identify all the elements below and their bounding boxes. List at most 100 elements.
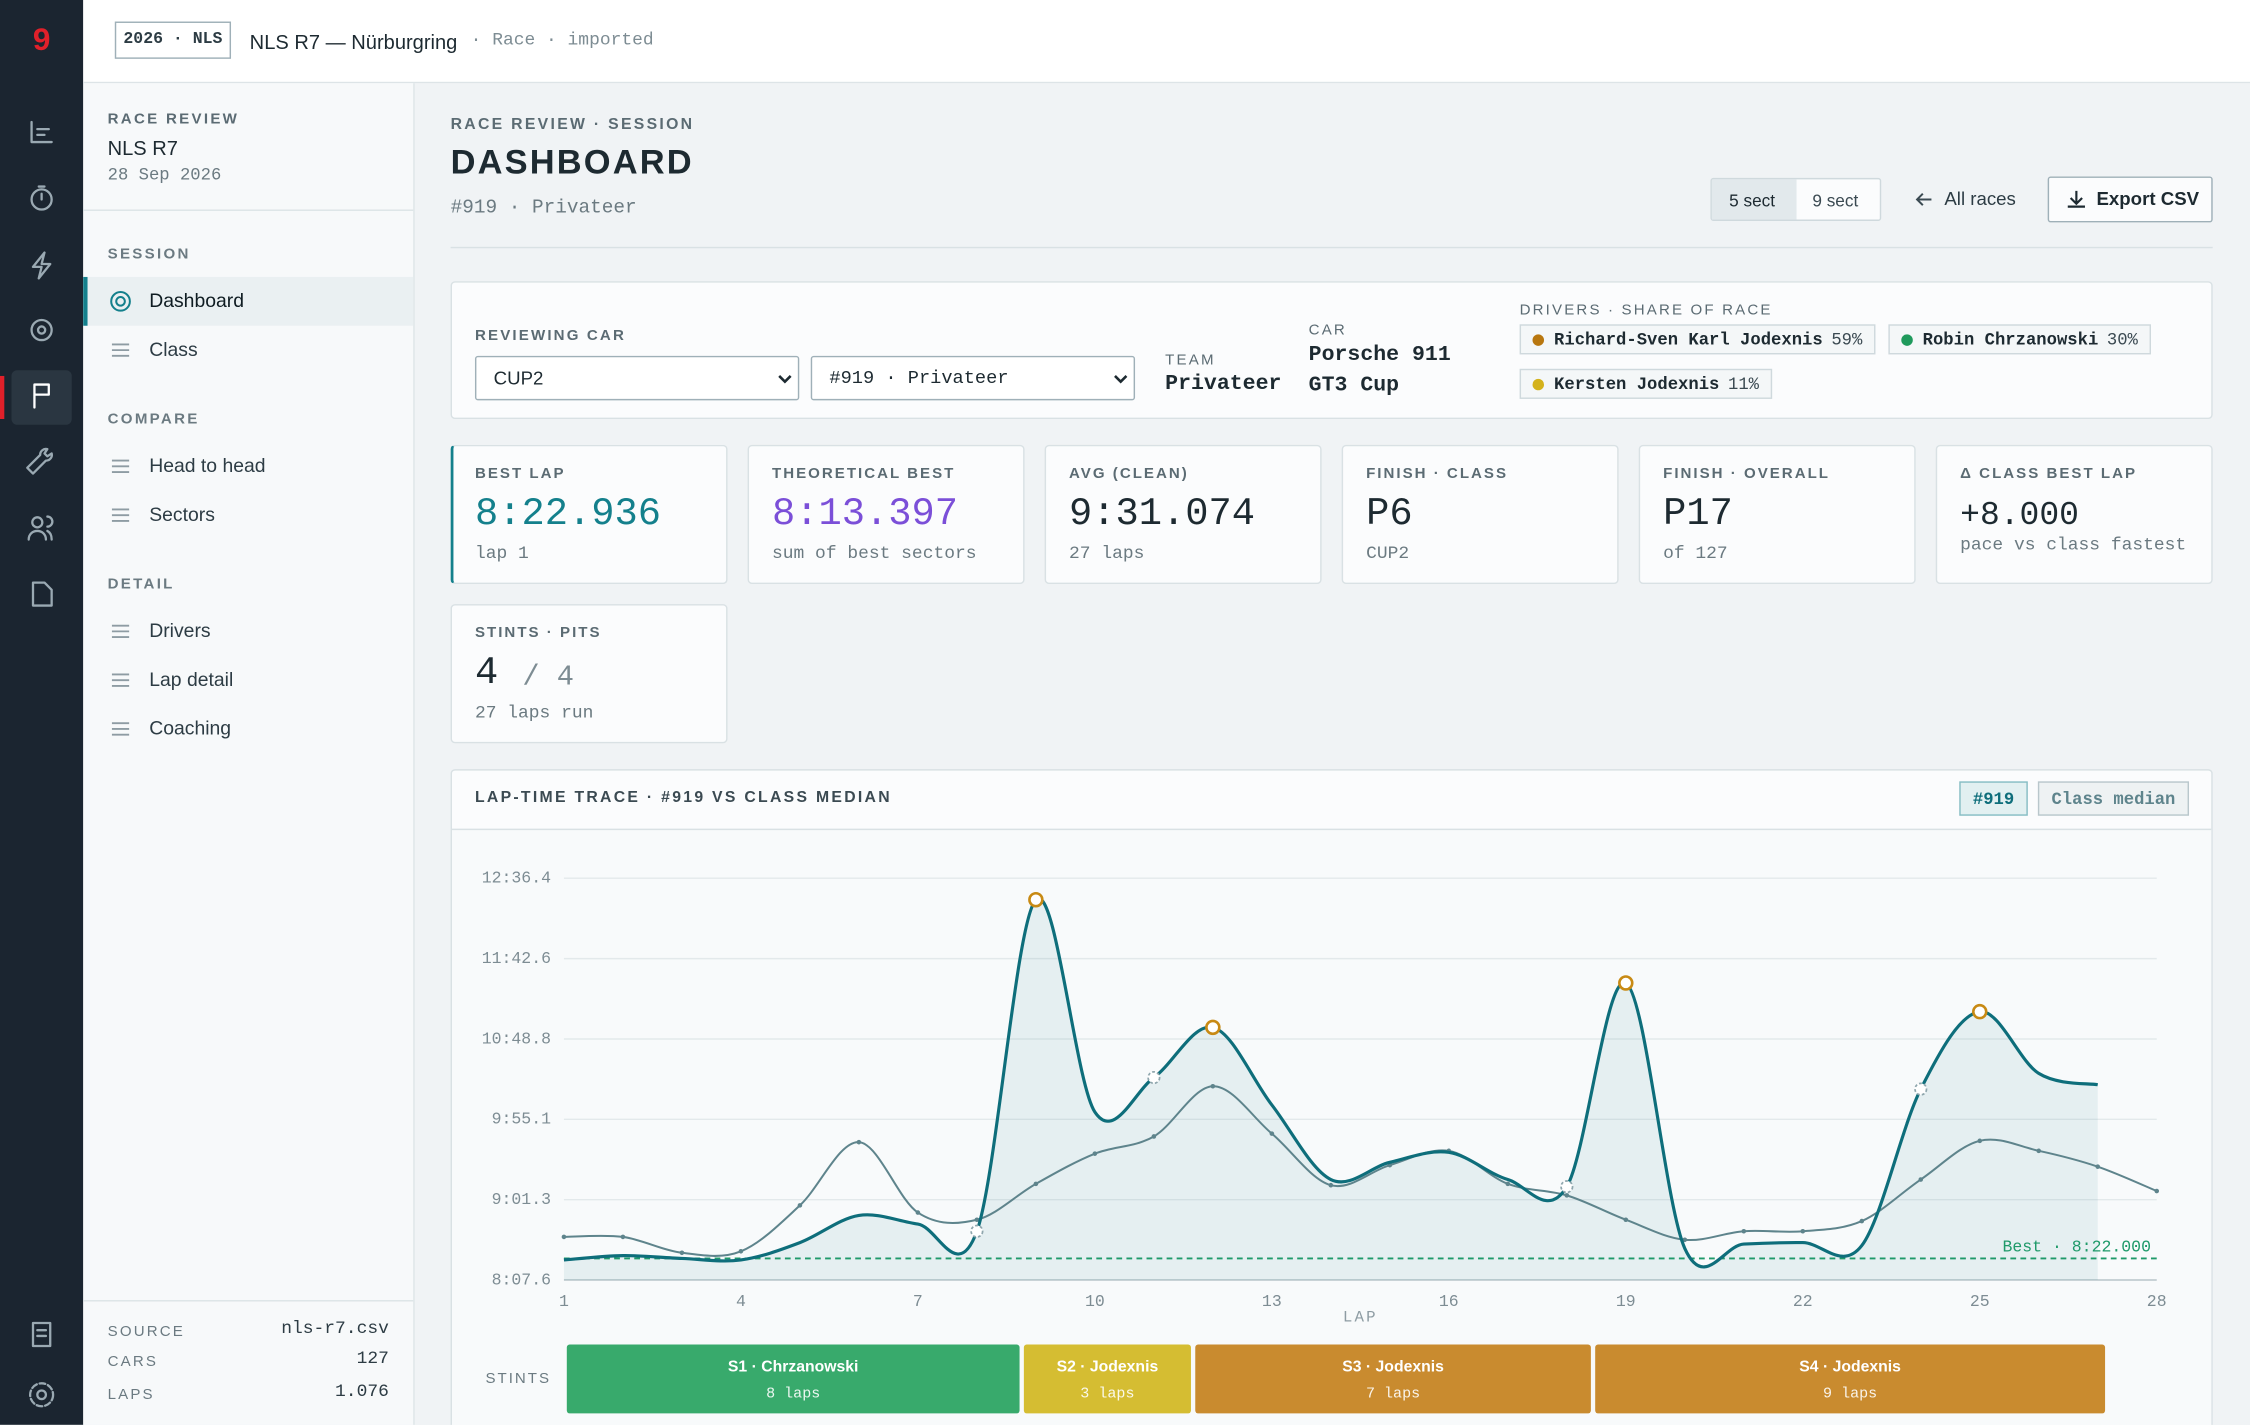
page-title: DASHBOARD [450, 143, 694, 183]
nav-icon [111, 673, 130, 687]
nav-icon [111, 343, 130, 357]
x-tick-label: 4 [736, 1292, 746, 1311]
driver-dot [1901, 333, 1913, 346]
series-point [1741, 1228, 1747, 1234]
nav-item[interactable]: Class [149, 338, 198, 361]
x-tick-label: 25 [1970, 1292, 1990, 1311]
driver-dot [1532, 378, 1545, 390]
sidebar-date: 28 Sep 2026 [107, 165, 222, 186]
nav-item[interactable]: Drivers [149, 619, 211, 642]
y-tick-label: 9:01.3 [492, 1190, 551, 1209]
stat-value: P6 [1366, 493, 1413, 537]
select[interactable]: CUP2 [474, 355, 800, 401]
y-tick-label: 9:55.1 [492, 1110, 552, 1129]
nav-icon [111, 508, 130, 522]
stat-label: THEORETICAL BEST [772, 464, 956, 483]
page-eyebrow: RACE REVIEW · SESSION [450, 116, 695, 134]
logo: 9 [33, 21, 51, 57]
footer-label: SOURCE [107, 1323, 186, 1341]
pit-marker [1028, 891, 1044, 908]
sidebar-race: NLS R7 [107, 136, 178, 160]
field-label: REVIEWING CAR [474, 327, 627, 345]
nav-icon[interactable] [30, 318, 53, 342]
back-link[interactable]: All races [1944, 187, 2016, 210]
nav-icon[interactable] [30, 185, 53, 211]
team-value: Privateer [1165, 371, 1282, 397]
stat-sub: lap 1 [474, 543, 529, 564]
nav-active-bar [0, 375, 5, 420]
section-title: SESSION [107, 245, 191, 263]
driver-dot [1532, 333, 1545, 346]
series-point [1269, 1131, 1275, 1136]
stat-sub: 27 laps [1069, 543, 1145, 564]
footer-value: 1.076 [335, 1381, 389, 1402]
x-axis-label: LAP [1343, 1308, 1378, 1326]
nav-icon [111, 459, 130, 474]
series-area [563, 898, 2098, 1280]
stint-name: S1 · Chrzanowski [728, 1359, 859, 1376]
stint-bar [1595, 1344, 2106, 1414]
stat-card [1341, 444, 1619, 585]
nav-item[interactable]: Coaching [149, 717, 232, 739]
series-point [1092, 1151, 1098, 1156]
export-button[interactable] [2047, 176, 2213, 223]
legend-item[interactable]: #919 [1959, 781, 2028, 816]
driver-name: Richard-Sven Karl Jodexnis [1554, 329, 1823, 350]
race-title: NLS R7 — Nürburgring [249, 30, 458, 54]
stat-sub: CUP2 [1366, 543, 1410, 564]
stat-card [1935, 444, 2213, 585]
y-tick-label: 8:07.6 [492, 1270, 551, 1289]
export-label[interactable]: Export CSV [2096, 187, 2200, 210]
series-point [620, 1234, 626, 1240]
nav-item[interactable]: Lap detail [149, 668, 234, 691]
driver-share: 30% [2106, 329, 2138, 350]
nav-active-bg [84, 276, 414, 326]
nav-icon[interactable] [33, 383, 50, 409]
series-point [1859, 1218, 1865, 1224]
select[interactable]: #919 · Privateer [810, 355, 1136, 401]
nav-item[interactable]: Sectors [149, 503, 215, 526]
stat-value: +8.000 [1960, 496, 2079, 534]
page-subtitle: #919 · Privateer [450, 198, 637, 220]
chart-title: LAP-TIME TRACE · #919 VS CLASS MEDIAN [475, 789, 892, 806]
series-point [974, 1217, 980, 1223]
toggle-active [1711, 179, 1797, 220]
driver-chips: Richard-Sven Karl Jodexnis 59% Robin Chrza… [1519, 324, 2180, 399]
nav-item[interactable]: Dashboard [149, 289, 245, 312]
x-tick-label: 1 [559, 1292, 569, 1311]
driver-share: 11% [1727, 373, 1760, 394]
series-point [797, 1203, 803, 1208]
nav-icon[interactable] [31, 251, 52, 280]
nav-icon[interactable] [31, 1321, 52, 1348]
stint-name: S2 · Jodexnis [1057, 1359, 1159, 1376]
stat-card [747, 444, 1025, 585]
settings-icon[interactable] [28, 1382, 55, 1408]
stat-value: 8:13.397 [772, 493, 959, 537]
driver-name: Robin Chrzanowski [1922, 329, 2099, 350]
stat-label: BEST LAP [474, 464, 566, 483]
legend-item[interactable]: Class median [2037, 781, 2190, 816]
pit-marker [1618, 975, 1634, 991]
x-tick-label: 19 [1616, 1292, 1636, 1311]
driver-chip: Robin Chrzanowski 30% [1888, 324, 2151, 355]
download-icon [2067, 190, 2085, 208]
stint-laps: 7 laps [1366, 1384, 1420, 1402]
toggle-option[interactable]: 9 sect [1812, 190, 1859, 211]
series-point [2095, 1164, 2101, 1169]
toggle-option[interactable]: 5 sect [1729, 190, 1776, 211]
nav-icon[interactable] [26, 447, 53, 475]
nav-icon[interactable] [27, 515, 54, 541]
best-label: Best · 8:22.000 [2002, 1237, 2151, 1256]
series-point [1210, 1083, 1216, 1089]
stint-bar [566, 1344, 1020, 1414]
stat-card [1044, 444, 1322, 585]
rail-icons: 9 [0, 21, 72, 1408]
nav-icon[interactable] [30, 120, 53, 144]
nav-icon[interactable] [31, 581, 53, 607]
stat-sub: sum of best sectors [772, 543, 977, 564]
section-title: COMPARE [107, 410, 200, 428]
nav-icon [111, 722, 130, 736]
footer-label: LAPS [107, 1386, 155, 1404]
nav-item[interactable]: Head to head [149, 454, 266, 477]
